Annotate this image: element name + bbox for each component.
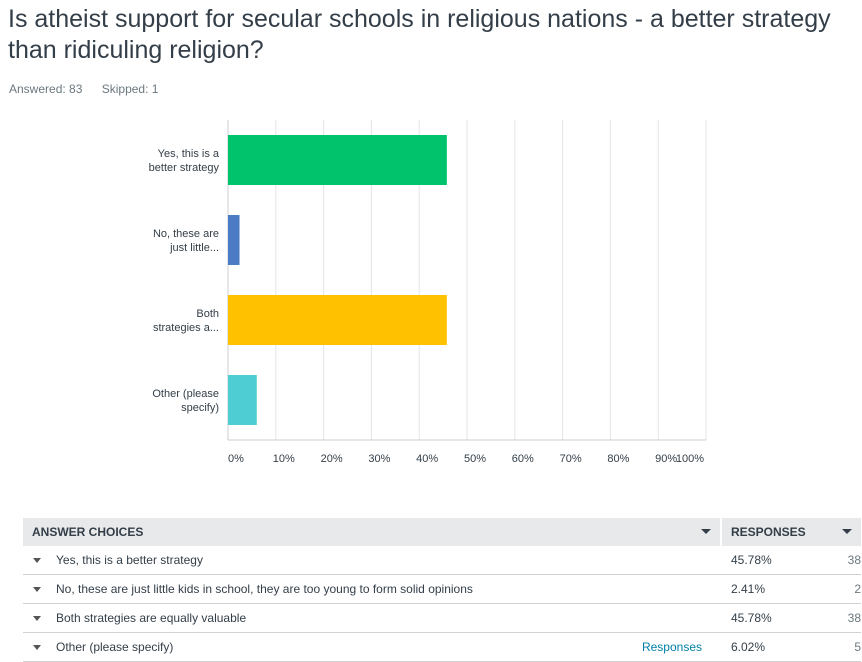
response-count: 38 xyxy=(847,553,861,567)
expand-triangle-icon[interactable] xyxy=(33,615,41,621)
answer-label: Other (please specify) xyxy=(56,640,174,654)
bar xyxy=(228,135,447,185)
sort-caret-icon[interactable] xyxy=(842,529,852,534)
responses-link[interactable]: Responses xyxy=(641,640,702,654)
x-tick-label: 10% xyxy=(273,453,295,465)
response-count: 38 xyxy=(847,611,861,625)
response-count: 5 xyxy=(854,640,861,654)
response-percent: 6.02% xyxy=(731,640,766,654)
sort-caret-icon[interactable] xyxy=(701,529,711,534)
answer-choice-cell: Yes, this is a better strategy xyxy=(23,553,722,567)
table-row: Both strategies are equally valuable 45.… xyxy=(23,604,861,633)
x-tick-label: 100% xyxy=(676,453,704,465)
bar-chart: 0% 10% 20% 30% 40% 50% 60% 70% 80% 90%100% Yes, th… xyxy=(149,120,707,465)
answer-choices-header[interactable]: ANSWER CHOICES xyxy=(23,518,720,546)
table-row: No, these are just little kids in school… xyxy=(23,575,861,604)
y-category-label: Yes, this is a xyxy=(158,148,220,160)
y-category-label: No, these are xyxy=(153,228,219,240)
expand-triangle-icon[interactable] xyxy=(33,644,41,650)
x-tick-label: 0% xyxy=(228,453,244,465)
x-tick-label: 50% xyxy=(464,453,486,465)
table-row: Yes, this is a better strategy 45.78% 38 xyxy=(23,546,861,575)
table-header: ANSWER CHOICES RESPONSES xyxy=(23,518,861,546)
answer-label: Yes, this is a better strategy xyxy=(56,553,203,567)
responses-header[interactable]: RESPONSES xyxy=(722,518,861,546)
y-category-label: just little... xyxy=(169,242,219,254)
x-tick-label: 70% xyxy=(560,453,582,465)
answered-count: Answered: 83 xyxy=(9,82,83,96)
responses-header-label: RESPONSES xyxy=(731,525,806,539)
bar xyxy=(228,215,240,265)
y-category-label: Other (please xyxy=(152,388,219,400)
response-percent: 2.41% xyxy=(731,582,766,596)
expand-triangle-icon[interactable] xyxy=(33,586,41,592)
bar xyxy=(228,375,257,425)
response-percent: 45.78% xyxy=(731,611,772,625)
expand-triangle-icon[interactable] xyxy=(33,557,41,563)
y-category-label: Both xyxy=(196,308,219,320)
bar xyxy=(228,295,447,345)
table-row: Other (please specify) Responses 6.02% 5 xyxy=(23,633,861,662)
response-count: 2 xyxy=(854,582,861,596)
answer-label: No, these are just little kids in school… xyxy=(56,582,473,596)
answer-table: ANSWER CHOICES RESPONSES Yes, this is a … xyxy=(23,518,861,662)
response-percent: 45.78% xyxy=(731,553,772,567)
answer-choice-cell: No, these are just little kids in school… xyxy=(23,582,722,596)
x-tick-label: 40% xyxy=(416,453,438,465)
y-category-label: specify) xyxy=(181,402,219,414)
answer-label: Both strategies are equally valuable xyxy=(56,611,247,625)
table-rows: Yes, this is a better strategy 45.78% 38… xyxy=(23,546,861,662)
response-stats: Answered: 83 Skipped: 1 xyxy=(9,82,174,96)
x-tick-label: 60% xyxy=(512,453,534,465)
x-tick-label: 90% xyxy=(655,453,677,465)
y-category-label: strategies a... xyxy=(153,322,219,334)
answer-choices-header-label: ANSWER CHOICES xyxy=(32,525,144,539)
answer-choice-cell: Both strategies are equally valuable xyxy=(23,611,722,625)
x-tick-label: 20% xyxy=(321,453,343,465)
question-title: Is atheist support for secular schools i… xyxy=(8,5,831,64)
answer-choice-cell: Other (please specify) Responses xyxy=(23,640,722,654)
skipped-count: Skipped: 1 xyxy=(101,82,159,96)
y-category-label: better strategy xyxy=(149,162,220,174)
x-tick-label: 80% xyxy=(607,453,629,465)
x-tick-label: 30% xyxy=(368,453,390,465)
